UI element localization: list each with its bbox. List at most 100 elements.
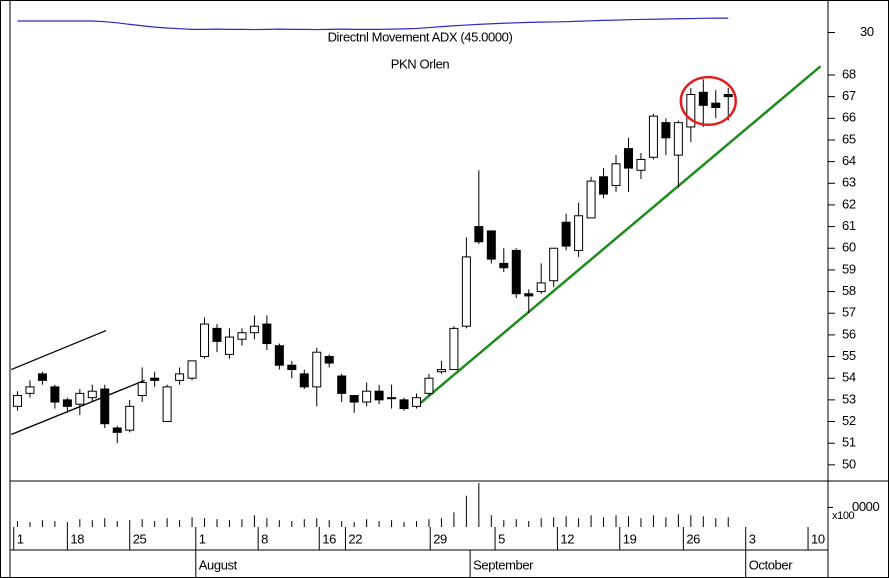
candle-body — [75, 392, 85, 405]
y-tick-label: 68 — [842, 66, 856, 81]
candle-body — [299, 373, 309, 388]
indicator-tick-label: 30 — [860, 24, 874, 39]
month-label: October — [749, 557, 794, 572]
trendline — [415, 65, 822, 408]
y-tick-label: 62 — [842, 196, 856, 211]
candle-body — [474, 226, 484, 243]
candle-body — [436, 369, 446, 373]
y-tick-label: 63 — [842, 175, 856, 190]
candle-body — [175, 373, 185, 381]
candle-body — [337, 375, 347, 394]
x-tick-label: 1 — [17, 531, 24, 546]
candle-body — [50, 386, 60, 403]
x-tick-label: 3 — [749, 531, 756, 546]
y-tick-label: 67 — [842, 88, 856, 103]
y-tick-label: 53 — [842, 391, 856, 406]
y-tick-label: 58 — [842, 283, 856, 298]
candle-body — [661, 122, 671, 139]
candle-body — [100, 388, 110, 425]
candle-body — [511, 249, 521, 295]
candle-body — [12, 395, 22, 407]
candle-body — [673, 122, 683, 156]
candle-body — [62, 399, 72, 407]
y-tick-label: 56 — [842, 326, 856, 341]
volume-unit: x100 — [832, 510, 855, 522]
candle-body — [686, 93, 696, 128]
y-tick-label: 55 — [842, 348, 856, 363]
candle-body — [37, 373, 47, 381]
y-tick-label: 66 — [842, 110, 856, 125]
highlight-circle — [679, 75, 737, 127]
candle-body — [249, 325, 259, 334]
candle-body — [399, 399, 409, 410]
y-tick-label: 52 — [842, 413, 856, 428]
candle-body — [349, 395, 359, 403]
candle-body — [324, 356, 334, 364]
candle-body — [287, 364, 297, 371]
month-label: September — [473, 557, 534, 572]
candle-body — [200, 323, 210, 358]
trendline — [10, 329, 107, 371]
candle-body — [312, 351, 322, 388]
candle-body — [424, 377, 434, 394]
candle-body — [262, 323, 272, 345]
candle-body — [449, 327, 459, 371]
candle-body — [387, 397, 397, 400]
y-tick-label: 50 — [842, 456, 856, 471]
candle-body — [623, 148, 633, 169]
x-tick-label: 5 — [498, 531, 505, 546]
candle-body — [150, 377, 160, 381]
candle-body — [87, 390, 97, 399]
candle-body — [212, 327, 222, 342]
candle-body — [586, 180, 596, 219]
x-tick-label: 16 — [322, 531, 336, 546]
candle-body — [374, 390, 384, 401]
x-tick-label: 22 — [348, 531, 362, 546]
candle-body — [723, 93, 733, 98]
y-tick-label: 57 — [842, 305, 856, 320]
candle-body — [549, 247, 559, 282]
candle-body — [536, 282, 546, 293]
candle-body — [648, 115, 658, 158]
y-tick-label: 60 — [842, 240, 856, 255]
candle-body — [636, 158, 646, 171]
candle-body — [274, 345, 284, 366]
x-tick-label: 19 — [623, 531, 637, 546]
candle-body — [112, 427, 122, 433]
candle-body — [611, 163, 621, 186]
candle-body — [461, 256, 471, 327]
volume-tick-label: 0000 — [852, 499, 879, 514]
y-tick-label: 61 — [842, 218, 856, 233]
x-tick-label: 10 — [811, 531, 825, 546]
candle-body — [237, 332, 247, 340]
x-tick-label: 8 — [261, 531, 268, 546]
month-label: August — [199, 557, 238, 572]
candle-body — [125, 405, 135, 431]
candle-body — [362, 390, 372, 403]
trendline — [11, 379, 145, 436]
candle-body — [412, 397, 422, 407]
y-tick-label: 59 — [842, 261, 856, 276]
candle-body — [711, 102, 721, 108]
candle-body — [499, 262, 509, 269]
indicator-title: Directnl Movement ADX (45.0000) — [328, 29, 513, 44]
candle-body — [224, 336, 234, 355]
candle-body — [162, 386, 172, 423]
candle-body — [486, 230, 496, 260]
x-tick-label: 12 — [560, 531, 574, 546]
y-tick-label: 54 — [842, 370, 856, 385]
y-tick-label: 51 — [842, 435, 856, 450]
candle-body — [574, 215, 584, 251]
candle-body — [137, 382, 147, 397]
candle-body — [561, 221, 571, 247]
x-tick-label: 26 — [686, 531, 700, 546]
x-tick-label: 18 — [70, 531, 84, 546]
candle-body — [524, 293, 534, 297]
y-tick-label: 64 — [842, 153, 856, 168]
candle-body — [599, 176, 609, 195]
candle-body — [25, 386, 35, 394]
x-tick-label: 29 — [433, 531, 447, 546]
x-tick-label: 1 — [199, 531, 206, 546]
